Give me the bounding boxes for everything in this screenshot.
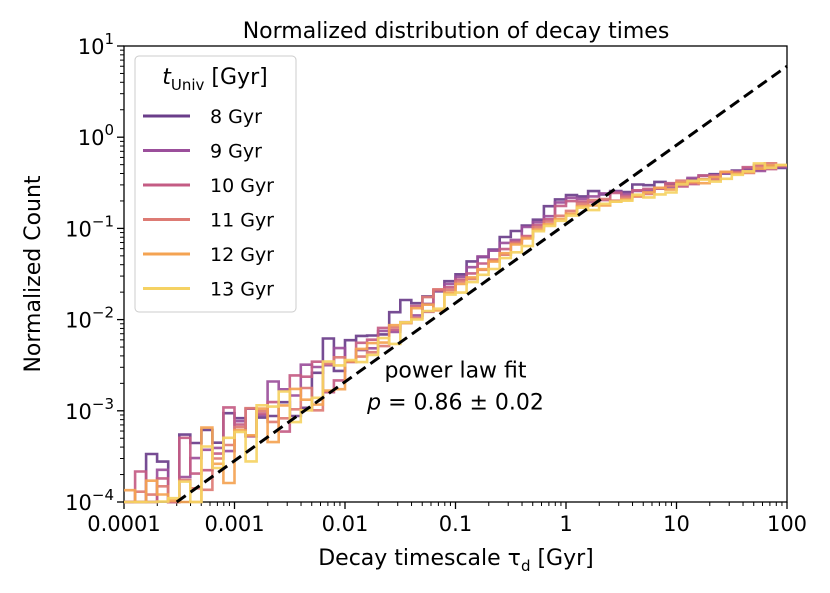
- legend-label: 12 Gyr: [210, 244, 274, 266]
- series-line-6: [124, 162, 787, 504]
- x-tick-label: 0.1: [439, 512, 472, 536]
- annotation-line2: p = 0.86 ± 0.02: [366, 391, 544, 416]
- y-tick-label: 10−1: [65, 212, 114, 241]
- plot-axes: 0.0001 0.001 0.01 0.1 1 10 100 10−410−310−210−…: [65, 30, 807, 536]
- legend-label: 13 Gyr: [210, 279, 274, 301]
- fit-line-layer: [175, 65, 788, 504]
- y-tick-label: 10−2: [65, 304, 114, 333]
- power-law-annotation: power law fit p = 0.86 ± 0.02: [366, 359, 544, 416]
- power-law-fit-line: [175, 65, 788, 504]
- legend-label: 8 Gyr: [210, 106, 262, 128]
- y-tick-label: 100: [78, 121, 114, 150]
- x-tick-label: 100: [767, 512, 807, 536]
- x-tick-label: 10: [663, 512, 690, 536]
- x-tick-label: 0.0001: [87, 512, 160, 536]
- x-axis-ticks: 0.0001 0.001 0.01 0.1 1 10 100: [87, 502, 807, 536]
- legend-label: 9 Gyr: [210, 141, 262, 163]
- y-tick-label: 101: [78, 30, 114, 59]
- x-tick-label: 1: [559, 512, 572, 536]
- legend-label: 10 Gyr: [210, 175, 274, 197]
- y-tick-label: 10−3: [65, 395, 114, 424]
- series-histograms: [124, 162, 787, 504]
- y-tick-label: 10−4: [65, 486, 114, 515]
- legend-frame: [134, 55, 297, 313]
- legend-items: 8 Gyr 9 Gyr 10 Gyr 11 Gyr 12 Gyr 13 Gyr: [143, 106, 274, 301]
- chart-title: Normalized distribution of decay times: [243, 19, 670, 44]
- x-tick-label: 0.01: [322, 512, 369, 536]
- y-axis-ticks: 10−4 10−3 10−2 10−1 100 101: [65, 30, 124, 515]
- annotation-line1: power law fit: [384, 359, 526, 384]
- legend: tUniv [Gyr] 8 Gyr 9 Gyr 10 Gyr 11 Gyr 12 Gyr…: [134, 55, 297, 313]
- legend-title: tUniv [Gyr]: [162, 65, 267, 94]
- legend-label: 11 Gyr: [210, 210, 274, 232]
- y-axis-label: Normalized Count: [21, 175, 46, 372]
- x-axis-label: Decay timescale τd [Gyr]: [318, 546, 594, 575]
- x-tick-label: 0.001: [204, 512, 264, 536]
